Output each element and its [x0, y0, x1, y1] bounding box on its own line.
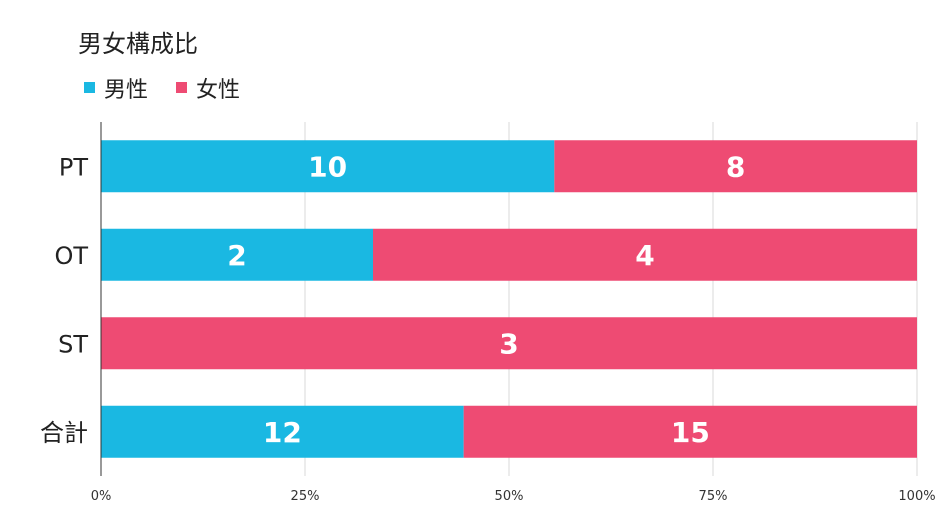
category-labels: PT OT ST 合計 [40, 153, 88, 447]
legend-swatch-male [84, 82, 95, 93]
x-tick-label: 100% [898, 489, 935, 504]
legend-label-female: 女性 [196, 78, 240, 103]
data-label: 2 [227, 239, 246, 272]
data-label: 8 [726, 150, 745, 183]
category-label: OT [54, 242, 88, 270]
legend-swatch-female [176, 82, 187, 93]
bar-segment [373, 228, 917, 281]
data-label: 4 [635, 239, 654, 272]
data-label: 15 [671, 416, 710, 449]
data-label: 3 [499, 327, 518, 360]
x-tick-label: 75% [699, 489, 728, 504]
bar-segment [554, 140, 917, 193]
chart-title: 男女構成比 [78, 30, 198, 58]
x-tick-label: 50% [495, 489, 524, 504]
bar-segment [101, 140, 555, 193]
bar-segment [463, 405, 917, 458]
x-tick-labels: 0% 25% 50% 75% 100% [91, 489, 936, 504]
bar-segment [101, 405, 464, 458]
category-label: PT [59, 153, 88, 181]
category-label: 合計 [40, 419, 88, 447]
x-tick-label: 25% [291, 489, 320, 504]
legend: 男性 女性 [84, 78, 240, 103]
bar-segment [101, 228, 373, 281]
bar-segment [101, 317, 917, 370]
category-label: ST [58, 330, 88, 358]
data-label: 10 [308, 150, 347, 183]
data-label: 12 [263, 416, 302, 449]
x-tick-label: 0% [91, 489, 112, 504]
bars: 10 8 2 4 3 12 15 [101, 140, 917, 458]
legend-label-male: 男性 [104, 78, 148, 103]
